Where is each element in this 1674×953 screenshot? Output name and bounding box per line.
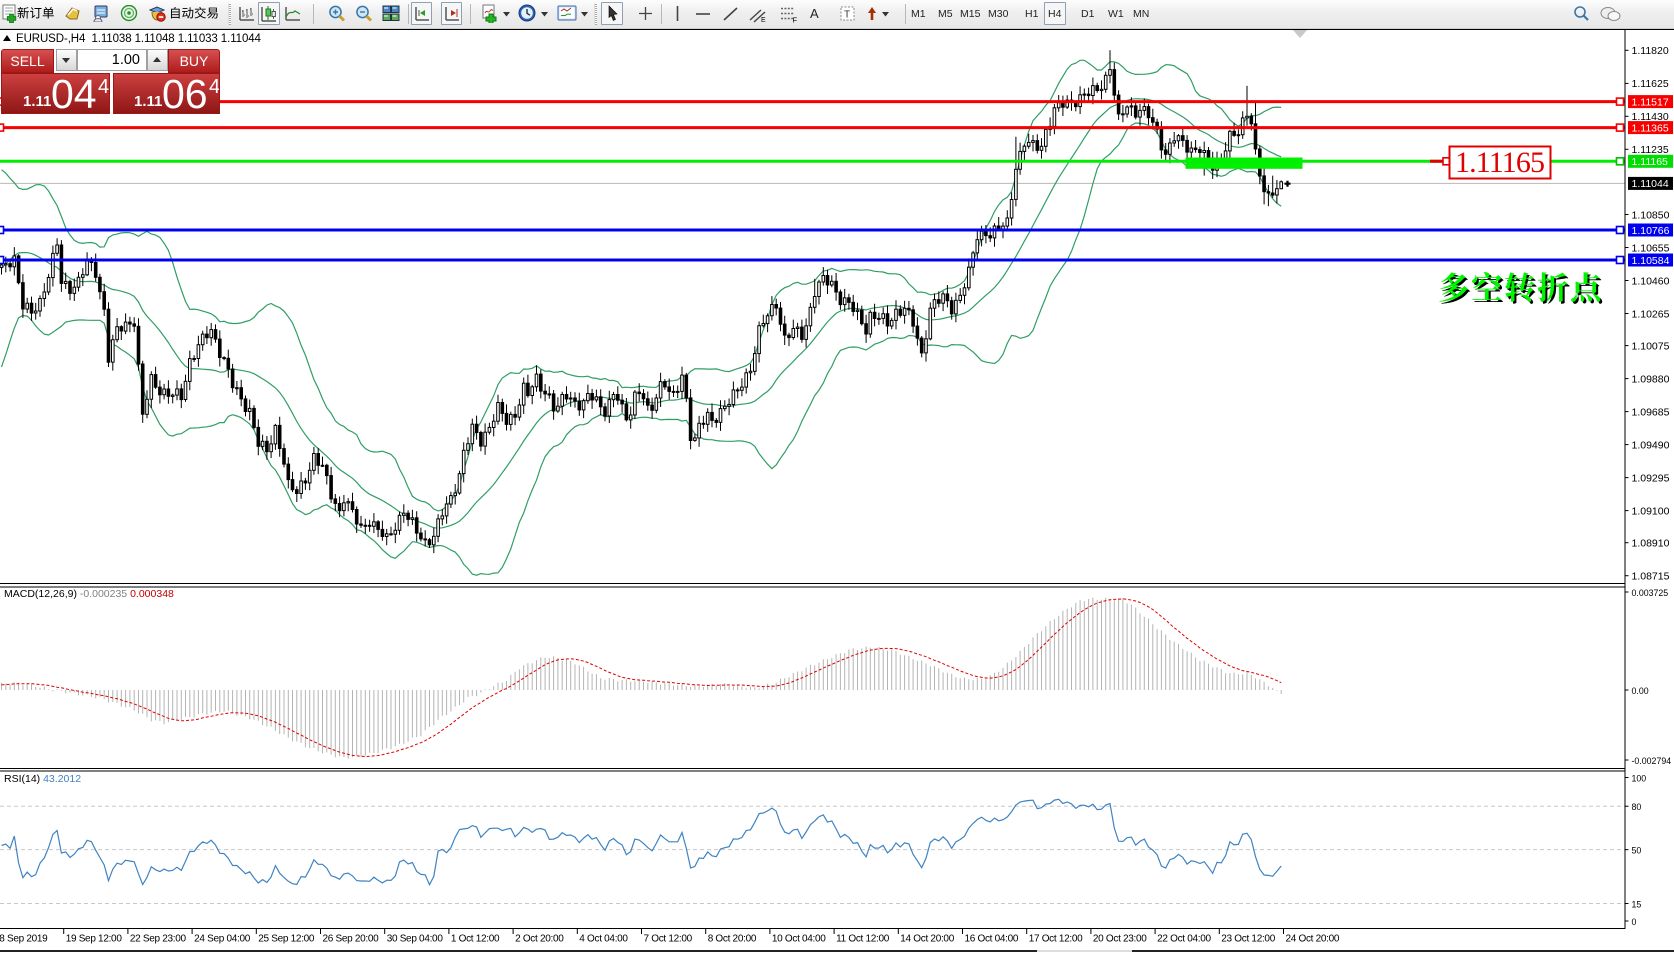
svg-text:100: 100	[1632, 773, 1647, 783]
svg-text:1.08715: 1.08715	[1632, 571, 1670, 583]
svg-text:1 Oct 12:00: 1 Oct 12:00	[451, 934, 500, 945]
svg-text:F: F	[793, 16, 798, 24]
svg-text:1.11165: 1.11165	[1455, 146, 1545, 179]
svg-text:50: 50	[1632, 845, 1642, 855]
svg-text:-0.002794: -0.002794	[1632, 756, 1672, 766]
svg-text:T: T	[844, 10, 850, 21]
svg-text:2 Oct 20:00: 2 Oct 20:00	[515, 934, 564, 945]
svg-text:7 Oct 12:00: 7 Oct 12:00	[644, 934, 693, 945]
svg-text:8 Oct 20:00: 8 Oct 20:00	[708, 934, 757, 945]
svg-text:4 Oct 04:00: 4 Oct 04:00	[579, 934, 628, 945]
svg-text:0: 0	[1632, 917, 1637, 927]
svg-text:0.00: 0.00	[1632, 686, 1649, 696]
svg-text:11 Oct 12:00: 11 Oct 12:00	[836, 934, 890, 945]
svg-text:1.11430: 1.11430	[1632, 111, 1669, 123]
svg-text:23 Oct 12:00: 23 Oct 12:00	[1221, 934, 1275, 945]
svg-text:25 Sep 12:00: 25 Sep 12:00	[258, 934, 315, 945]
svg-text:17 Oct 12:00: 17 Oct 12:00	[1029, 934, 1083, 945]
svg-text:RSI(14) 43.2012: RSI(14) 43.2012	[4, 773, 81, 785]
svg-text:0.003725: 0.003725	[1632, 588, 1669, 598]
svg-text:MACD(12,26,9) -0.000235 0.0003: MACD(12,26,9) -0.000235 0.000348	[4, 588, 174, 600]
svg-text:1.10460: 1.10460	[1632, 275, 1670, 287]
svg-text:10 Oct 04:00: 10 Oct 04:00	[772, 934, 826, 945]
svg-text:15: 15	[1632, 899, 1642, 909]
svg-text:22 Oct 04:00: 22 Oct 04:00	[1157, 934, 1211, 945]
svg-text:1.10075: 1.10075	[1632, 340, 1670, 352]
svg-text:1.09685: 1.09685	[1632, 406, 1670, 418]
svg-text:24 Sep 04:00: 24 Sep 04:00	[194, 934, 251, 945]
svg-text:1.11820: 1.11820	[1632, 45, 1669, 57]
svg-text:19 Sep 12:00: 19 Sep 12:00	[66, 934, 123, 945]
svg-text:1.09100: 1.09100	[1632, 505, 1670, 517]
svg-text:1.08910: 1.08910	[1632, 538, 1670, 550]
svg-text:1.09880: 1.09880	[1632, 373, 1670, 385]
svg-text:30 Sep 04:00: 30 Sep 04:00	[387, 934, 444, 945]
svg-text:22 Sep 23:00: 22 Sep 23:00	[130, 934, 187, 945]
svg-text:16 Oct 04:00: 16 Oct 04:00	[965, 934, 1019, 945]
svg-text:1.11235: 1.11235	[1632, 144, 1669, 156]
svg-text:1.10265: 1.10265	[1632, 308, 1670, 320]
svg-text:1.10584: 1.10584	[1632, 255, 1670, 267]
svg-text:1.11165: 1.11165	[1632, 156, 1669, 168]
svg-text:1.11625: 1.11625	[1632, 78, 1669, 90]
svg-text:1.11365: 1.11365	[1632, 122, 1669, 134]
svg-text:1.09295: 1.09295	[1632, 472, 1670, 484]
svg-text:24 Oct 20:00: 24 Oct 20:00	[1286, 934, 1340, 945]
svg-text:1.10655: 1.10655	[1632, 242, 1670, 254]
svg-text:1.10766: 1.10766	[1632, 225, 1670, 237]
svg-text:20 Oct 23:00: 20 Oct 23:00	[1093, 934, 1147, 945]
svg-text:18 Sep 2019: 18 Sep 2019	[0, 934, 48, 945]
svg-text:1.11517: 1.11517	[1632, 96, 1669, 108]
svg-text:1.09490: 1.09490	[1632, 439, 1670, 451]
svg-text:1.10850: 1.10850	[1632, 209, 1670, 221]
svg-text:26 Sep 20:00: 26 Sep 20:00	[323, 934, 380, 945]
svg-text:E: E	[761, 17, 766, 23]
svg-text:80: 80	[1632, 802, 1642, 812]
svg-text:14 Oct 20:00: 14 Oct 20:00	[900, 934, 954, 945]
svg-text:1.11044: 1.11044	[1632, 178, 1669, 190]
